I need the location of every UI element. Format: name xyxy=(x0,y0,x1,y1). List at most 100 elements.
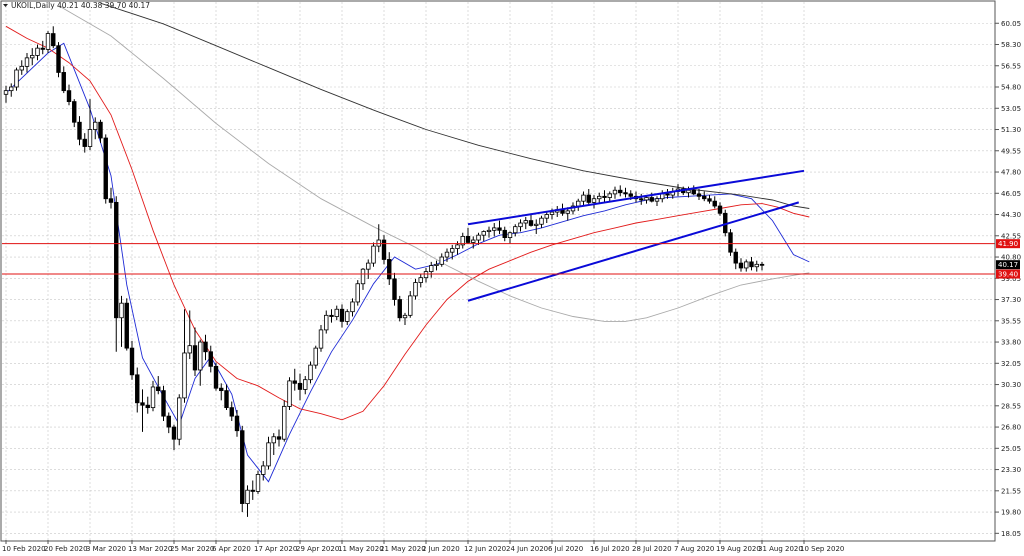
candle-body xyxy=(135,374,140,404)
trendlines xyxy=(467,169,805,302)
candle-body xyxy=(607,193,612,198)
candle-body xyxy=(539,217,544,225)
candle-body xyxy=(329,314,334,317)
candle-body xyxy=(518,222,523,228)
candle-body xyxy=(738,262,744,269)
candle-body xyxy=(408,295,413,316)
candle-body xyxy=(597,195,602,200)
y-tick-label: 30.30 xyxy=(1001,381,1021,389)
candle-body xyxy=(581,194,586,202)
x-tick-label: 29 Apr 2020 xyxy=(296,545,339,553)
x-tick-label: 17 Apr 2020 xyxy=(254,545,297,553)
candle-body xyxy=(219,387,224,392)
y-tick-label: 37.30 xyxy=(1001,296,1021,304)
y-tick-label: 47.80 xyxy=(1001,169,1021,177)
candle-body xyxy=(355,283,360,303)
candle-body xyxy=(45,33,51,50)
candle-body xyxy=(313,347,318,366)
moving-average-line xyxy=(5,42,810,483)
trendline xyxy=(467,169,805,226)
candle-body xyxy=(707,198,712,202)
candle-body xyxy=(339,308,345,322)
moving-average-line xyxy=(58,5,810,322)
x-tick-label: 19 Aug 2020 xyxy=(716,545,761,553)
candle-body xyxy=(119,302,124,319)
candle-body xyxy=(66,90,72,102)
candle-body xyxy=(14,69,19,88)
candle-body xyxy=(381,239,387,260)
y-tick-label: 60.05 xyxy=(1001,20,1021,28)
candle-body xyxy=(282,406,287,440)
x-tick-label: 10 Feb 2020 xyxy=(2,545,46,553)
y-tick-label: 54.80 xyxy=(1001,84,1021,92)
candle-body xyxy=(549,211,555,215)
y-tick-label: 42.55 xyxy=(1001,232,1021,240)
candle-body xyxy=(77,121,82,140)
y-tick-label: 56.55 xyxy=(1001,62,1021,70)
price-tags: 41.90 39.40 40.17 xyxy=(996,239,1020,279)
trendline xyxy=(467,201,800,302)
x-tick-label: 28 Jul 2020 xyxy=(632,545,672,553)
candle-body xyxy=(392,278,397,300)
candle-body xyxy=(376,239,381,247)
candle-body xyxy=(565,210,570,214)
candle-body xyxy=(266,442,271,467)
candle-body xyxy=(98,121,103,139)
x-tick-label: 16 Jul 2020 xyxy=(590,545,630,553)
x-tick-label: 10 Sep 2020 xyxy=(800,545,844,553)
candle-body xyxy=(665,193,670,196)
candle-body xyxy=(213,365,219,389)
x-tick-label: 6 Apr 2020 xyxy=(212,545,251,553)
candle-body xyxy=(3,90,9,95)
dropdown-arrow-icon[interactable] xyxy=(3,4,8,7)
candle-body xyxy=(439,256,444,265)
candle-body xyxy=(129,347,135,376)
candle-body xyxy=(691,189,696,195)
y-tick-label: 28.55 xyxy=(1001,402,1021,410)
candle-body xyxy=(418,277,423,283)
y-tick-label: 53.05 xyxy=(1001,105,1021,113)
candle-body xyxy=(250,489,255,492)
candle-body xyxy=(255,474,261,492)
candle-body xyxy=(308,364,313,381)
candle-body xyxy=(324,314,329,331)
moving-average-line xyxy=(100,2,810,209)
candle-body xyxy=(460,235,465,246)
y-axis: 60.05 58.30 56.55 54.80 53.05 51.30 49.55 47.80… xyxy=(995,20,1021,538)
candle-body xyxy=(366,262,371,270)
candle-body xyxy=(345,311,350,322)
candle-body xyxy=(171,426,177,440)
candle-body xyxy=(513,226,518,234)
candle-body xyxy=(24,57,30,67)
candle-body xyxy=(465,235,471,243)
x-tick-label: 20 Feb 2020 xyxy=(44,545,88,553)
candle-body xyxy=(576,200,581,207)
x-tick-label: 3 Mar 2020 xyxy=(86,545,126,553)
x-tick-label: 21 May 2020 xyxy=(380,545,426,553)
candle-body xyxy=(229,407,234,417)
horizontal-levels xyxy=(2,243,995,275)
y-tick-label: 40.80 xyxy=(1001,254,1021,262)
candle-body xyxy=(224,390,229,409)
candle-body xyxy=(612,189,618,195)
candle-body xyxy=(618,189,623,194)
candle-body xyxy=(429,265,434,273)
x-tick-label: 25 Mar 2020 xyxy=(170,545,214,553)
y-tick-label: 58.30 xyxy=(1001,41,1021,49)
x-tick-label: 12 Jun 2020 xyxy=(464,545,506,553)
candle-body xyxy=(444,251,450,258)
candle-body xyxy=(387,259,392,280)
candle-body xyxy=(30,55,35,59)
y-tick-label: 19.80 xyxy=(1001,509,1021,517)
candle-body xyxy=(450,248,455,253)
y-tick-label: 44.30 xyxy=(1001,211,1021,219)
x-tick-label: 6 Jul 2020 xyxy=(548,545,583,553)
current-price-label: 40.17 xyxy=(998,261,1018,269)
x-tick-label: 7 Aug 2020 xyxy=(674,545,714,553)
level-tag-label: 41.90 xyxy=(998,240,1018,248)
candle-body xyxy=(360,268,366,285)
candle-body xyxy=(623,192,628,195)
candle-body xyxy=(161,390,166,417)
y-tick-label: 26.80 xyxy=(1001,424,1021,432)
candle-body xyxy=(423,271,429,279)
